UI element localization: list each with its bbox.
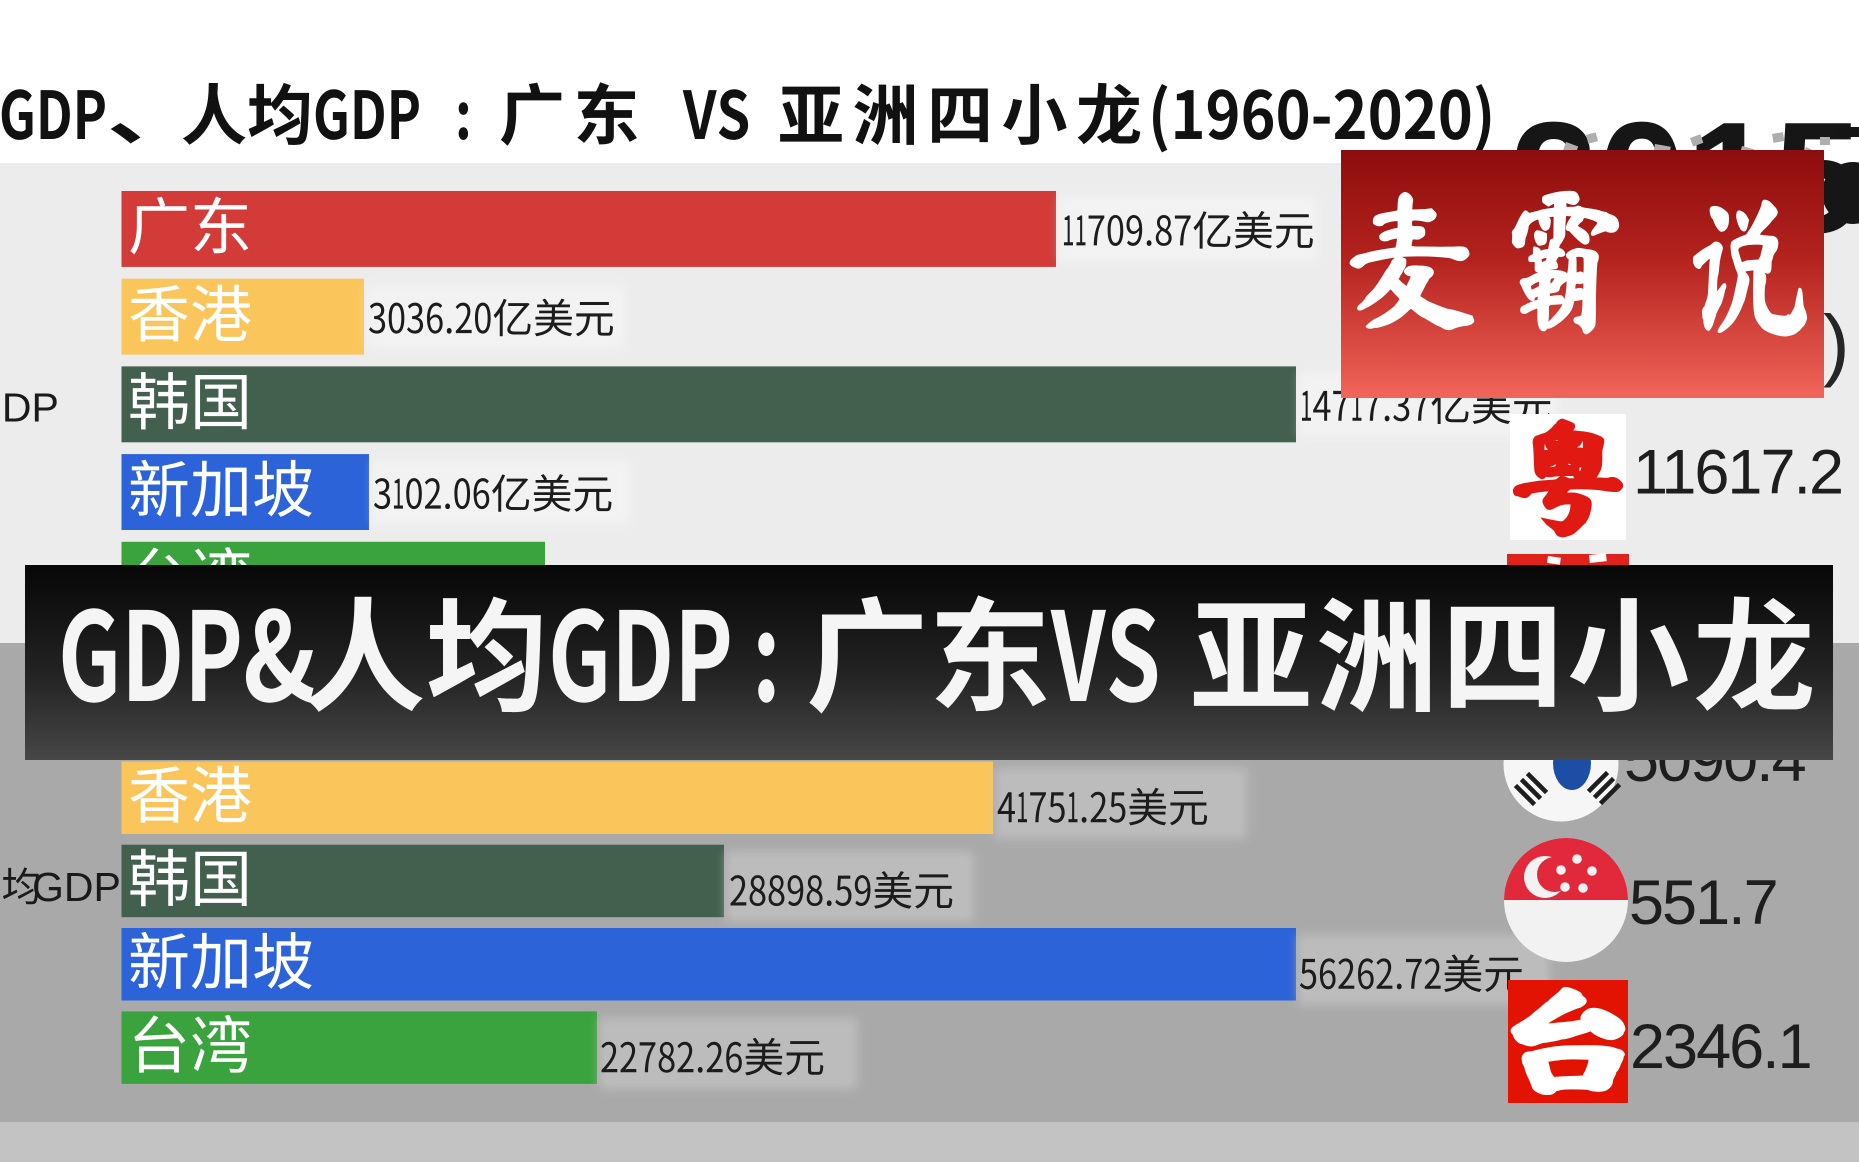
svg-text:GDP: GDP [32,864,121,910]
svg-text:): ) [1823,299,1850,388]
svg-text:551.7: 551.7 [1629,868,1777,938]
svg-text:GDP: GDP [0,385,59,431]
svg-text:2346.1: 2346.1 [1630,1012,1811,1082]
svg-text:11617.2: 11617.2 [1633,438,1842,508]
